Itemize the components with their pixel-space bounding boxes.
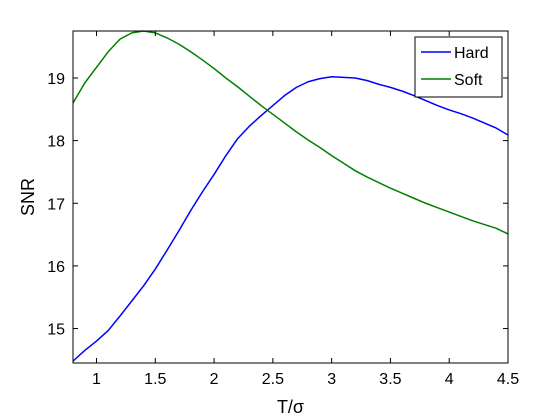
series-line-hard — [72, 75, 509, 362]
x-tick-label: 3.5 — [379, 371, 401, 388]
y-tick-label: 15 — [47, 322, 65, 339]
x-tick-label: 2 — [210, 371, 219, 388]
x-axis-label: T/σ — [277, 397, 304, 417]
ticks-group: 1 1.5 2 2.5 3 3.5 4 4.5 15 16 17 18 19 — [47, 31, 519, 388]
x-tick-label: 1.5 — [144, 371, 166, 388]
legend: Hard Soft — [414, 36, 503, 98]
x-tick-label: 1 — [92, 371, 101, 388]
legend-label-hard: Hard — [454, 45, 489, 62]
legend-label-soft: Soft — [454, 72, 483, 89]
legend-box — [414, 36, 503, 98]
y-tick-label: 19 — [47, 71, 65, 88]
y-tick-label: 18 — [47, 134, 65, 151]
x-tick-label: 4 — [445, 371, 454, 388]
plot-frame — [72, 30, 509, 364]
x-tick-label: 3 — [327, 371, 336, 388]
y-tick-label: 16 — [47, 259, 65, 276]
x-tick-label: 4.5 — [497, 371, 519, 388]
y-tick-label: 17 — [47, 196, 65, 213]
y-axis-label: SNR — [18, 178, 38, 216]
x-tick-label: 2.5 — [262, 371, 284, 388]
